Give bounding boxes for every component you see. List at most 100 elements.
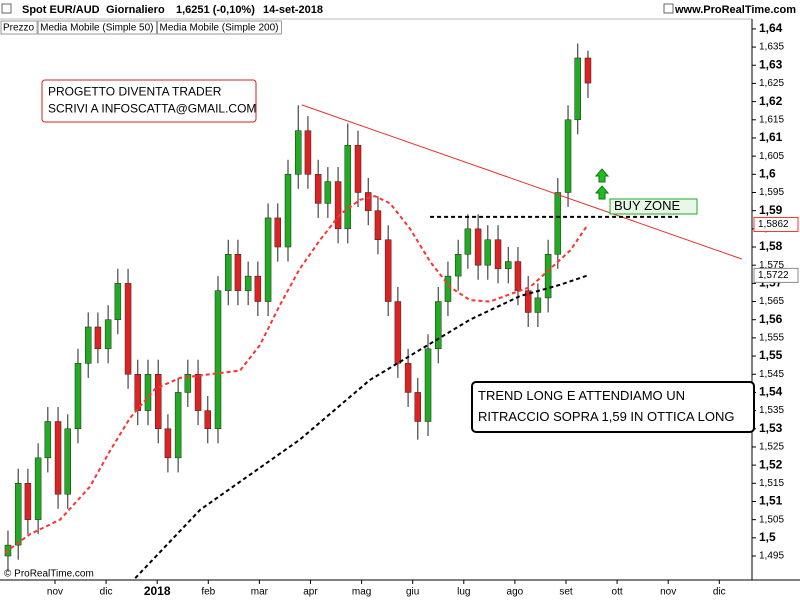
candle-body <box>244 275 252 291</box>
annotation-box <box>471 381 755 433</box>
legend-entry: Media Mobile (Simple 200) <box>160 23 279 34</box>
price-tag-label: 1,5722 <box>758 270 789 281</box>
candle-body <box>174 392 182 459</box>
candle-body <box>154 373 162 430</box>
candle-body <box>214 290 222 430</box>
moving-average <box>134 274 589 579</box>
y-tick-label: 1,59 <box>759 203 783 217</box>
candle-body <box>434 301 442 350</box>
x-tick-label: feb <box>201 587 215 598</box>
candle-body <box>44 421 52 459</box>
y-tick-label: 1,625 <box>759 78 784 89</box>
watermark: © ProRealTime.com <box>4 569 94 580</box>
y-tick-label: 1,53 <box>759 421 783 435</box>
candle-body <box>374 210 382 240</box>
x-tick-label: 2018 <box>144 584 171 598</box>
annotation-text: PROGETTO DIVENTA TRADER <box>48 85 222 99</box>
x-tick-label: lug <box>457 587 470 598</box>
y-tick-label: 1,505 <box>759 514 784 525</box>
x-tick-label: mag <box>352 587 371 598</box>
candle-body <box>574 57 581 121</box>
x-tick-label: dic <box>100 587 113 598</box>
legend-tab <box>0 20 38 35</box>
candle-body <box>284 174 292 248</box>
y-tick-label: 1,5 <box>759 530 776 544</box>
y-tick-label: 1,51 <box>759 494 783 508</box>
candle-body <box>494 239 502 270</box>
x-tick-label: apr <box>303 587 318 598</box>
candle-body <box>454 254 462 277</box>
x-tick-label: nov <box>660 587 676 598</box>
arrow-icon <box>594 185 610 200</box>
price-tag-label: 1,5862 <box>758 219 789 230</box>
candle-body <box>234 254 242 291</box>
candle-body <box>424 348 432 422</box>
legend-entry: Media Mobile (Simple 50) <box>40 23 153 34</box>
candle-body <box>344 144 352 230</box>
annotation-box <box>41 79 257 123</box>
candle-body <box>254 275 262 302</box>
moving-average <box>4 195 589 554</box>
candle-body <box>54 421 62 495</box>
annotation-box <box>609 198 698 215</box>
y-tick-label: 1,515 <box>759 478 784 489</box>
candle-body <box>334 181 342 230</box>
arrow-icon <box>594 168 610 183</box>
y-tick-label: 1,615 <box>759 114 784 125</box>
candle-body <box>524 290 532 313</box>
candle-body <box>194 373 202 411</box>
annotation-text: BUY ZONE <box>614 198 681 213</box>
candle-body <box>384 239 392 302</box>
y-tick-label: 1,495 <box>759 551 784 562</box>
y-tick-label: 1,545 <box>759 369 784 380</box>
candle-body <box>304 130 312 175</box>
candle-body <box>274 217 282 248</box>
x-tick-label: set <box>559 587 573 598</box>
price-tag <box>753 216 799 232</box>
candle-body <box>544 254 552 299</box>
candle-body <box>554 192 562 255</box>
y-tick-label: 1,565 <box>759 296 784 307</box>
y-tick-label: 1,62 <box>759 94 783 108</box>
y-tick-label: 1,605 <box>759 151 784 162</box>
candle-body <box>164 428 172 459</box>
candle-body <box>514 261 522 291</box>
x-tick-label: ago <box>507 587 524 598</box>
candle-body <box>564 119 572 193</box>
legend-entry: Prezzo <box>3 23 35 34</box>
candle-body <box>14 483 22 546</box>
candle-body <box>64 428 72 495</box>
y-tick-label: 1,6 <box>759 166 776 180</box>
candle-body <box>294 130 302 175</box>
y-tick-label: 1,55 <box>759 348 783 362</box>
price-tag <box>753 267 799 283</box>
y-tick-label: 1,61 <box>759 130 783 144</box>
candle-body <box>264 217 272 302</box>
candle-body <box>464 228 472 255</box>
window-icon[interactable] <box>663 3 674 14</box>
candle-body <box>24 483 32 520</box>
annotation-text: TREND LONG E ATTENDIAMO UN <box>478 388 685 403</box>
candle-body <box>134 373 142 411</box>
candle-body <box>394 301 402 364</box>
candle-body <box>34 457 42 520</box>
annotation-text: SCRIVI A INFOSCATTA@GMAIL.COM <box>48 102 256 116</box>
menu-icon[interactable] <box>1 3 12 14</box>
date: 14-set-2018 <box>263 4 323 16</box>
y-tick-label: 1,52 <box>759 457 783 471</box>
x-tick-label: dic <box>713 587 726 598</box>
candle-body <box>94 326 102 350</box>
candle-body <box>584 57 592 84</box>
y-tick-label: 1,635 <box>759 42 784 53</box>
candle-body <box>314 174 322 204</box>
candle-body <box>414 392 422 422</box>
legend-tab <box>157 20 282 35</box>
y-tick-label: 1,535 <box>759 405 784 416</box>
y-tick-label: 1,555 <box>759 333 784 344</box>
candle-body <box>324 181 332 204</box>
drawn-line <box>301 104 742 260</box>
y-tick-label: 1,595 <box>759 187 784 198</box>
y-tick-label: 1,64 <box>759 21 783 35</box>
y-tick-label: 1,525 <box>759 442 784 453</box>
